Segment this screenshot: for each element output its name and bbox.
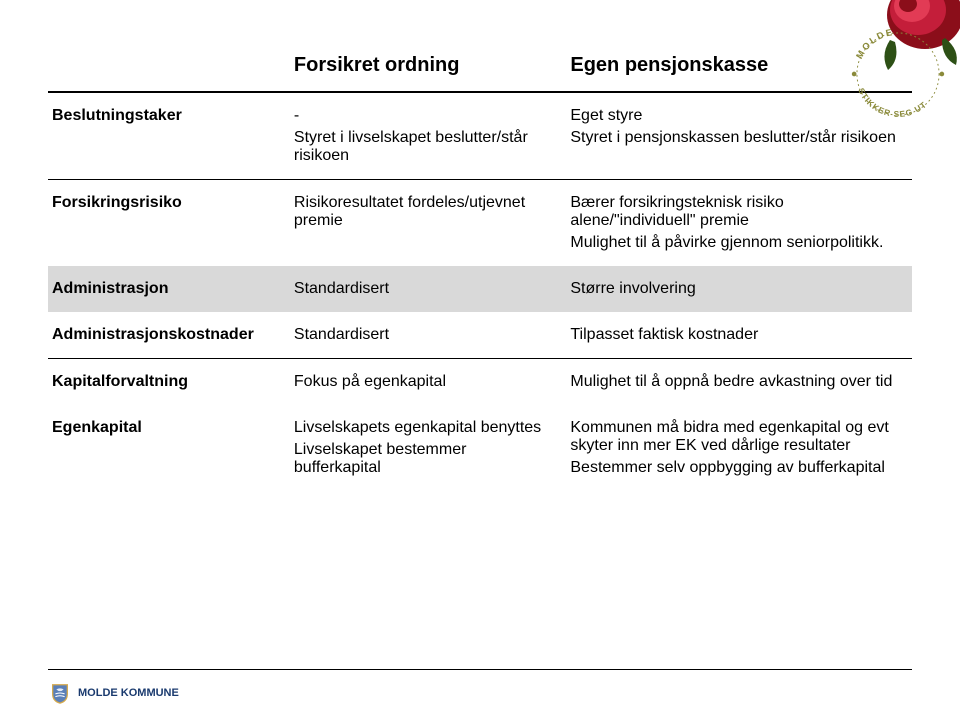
row-cell-b: Tilpasset faktisk kostnader [566,312,912,359]
cell-text: Risikoresultatet fordeles/utjevnet premi… [294,194,554,230]
row-label: Forsikringsrisiko [48,180,290,267]
cell-text: Tilpasset faktisk kostnader [570,326,900,344]
footer-brand: MOLDE KOMMUNE [48,682,179,704]
table-row: AdministrasjonStandardisert Større involv… [48,266,912,312]
shield-icon [48,682,72,704]
row-cell-a: Risikoresultatet fordeles/utjevnet premi… [290,180,566,267]
row-cell-a: Standardisert [290,312,566,359]
cell-text: Kommunen må bidra med egenkapital og evt… [570,419,900,455]
cell-text: Mulighet til å oppnå bedre avkastning ov… [570,373,900,391]
row-cell-a: - Styret i livselskapet beslutter/står ri… [290,92,566,180]
header-empty [48,40,290,92]
row-label: Administrasjonskostnader [48,312,290,359]
table-row: EgenkapitalLivselskapets egenkapital ben… [48,405,912,491]
cell-text: Bestemmer selv oppbygging av bufferkapit… [570,459,900,477]
row-cell-a: Fokus på egenkapital [290,359,566,406]
row-cell-b: Bærer forsikringsteknisk risiko alene/"i… [566,180,912,267]
table-row: ForsikringsrisikoRisikoresultatet fordel… [48,180,912,267]
footer-divider [48,669,912,670]
cell-text: Styret i pensjonskassen beslutter/står r… [570,129,900,147]
badge-ring-icon: MOLDE STIKKER SEG UT [842,18,954,130]
badge-text-bottom: STIKKER SEG UT [856,86,929,119]
table-row: KapitalforvaltningFokus på egenkapital Mu… [48,359,912,406]
row-cell-a: Livselskapets egenkapital benyttes Livsel… [290,405,566,491]
row-label: Administrasjon [48,266,290,312]
cell-text: Standardisert [294,280,554,298]
header-col-a: Forsikret ordning [290,40,566,92]
row-cell-b: Større involvering [566,266,912,312]
row-label: Egenkapital [48,405,290,491]
cell-text: Livselskapets egenkapital benyttes [294,419,554,437]
table-row: Beslutningstaker- Styret i livselskapet b… [48,92,912,180]
comparison-table: Forsikret ordning Egen pensjonskasse Bes… [48,40,912,491]
row-cell-a: Standardisert [290,266,566,312]
cell-text: Mulighet til å påvirke gjennom seniorpol… [570,234,900,252]
svg-text:MOLDE: MOLDE [854,27,894,60]
table-row: AdministrasjonskostnaderStandardisert Til… [48,312,912,359]
row-cell-b: Kommunen må bidra med egenkapital og evt… [566,405,912,491]
cell-text: Fokus på egenkapital [294,373,554,391]
cell-text: - [294,107,554,125]
cell-text: Større involvering [570,280,900,298]
badge-text-top: MOLDE [854,27,894,60]
row-cell-b: Mulighet til å oppnå bedre avkastning ov… [566,359,912,406]
cell-text: Styret i livselskapet beslutter/står ris… [294,129,554,165]
cell-text: Standardisert [294,326,554,344]
cell-text: Livselskapet bestemmer bufferkapital [294,441,554,477]
slide-content: Forsikret ordning Egen pensjonskasse Bes… [0,0,960,714]
svg-text:STIKKER SEG UT: STIKKER SEG UT [856,86,929,119]
cell-text: Bærer forsikringsteknisk risiko alene/"i… [570,194,900,230]
row-label: Beslutningstaker [48,92,290,180]
footer-brand-text: MOLDE KOMMUNE [78,687,179,699]
row-label: Kapitalforvaltning [48,359,290,406]
